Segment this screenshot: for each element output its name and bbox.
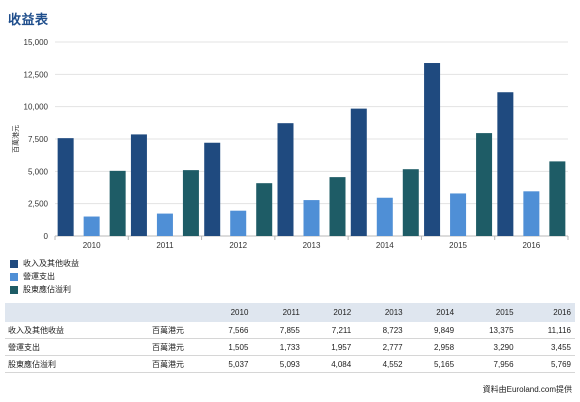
bar xyxy=(523,191,540,236)
bar xyxy=(230,210,247,236)
y-tick-label: 5,000 xyxy=(28,167,49,176)
table-header-cell: 2016 xyxy=(517,303,575,322)
bar xyxy=(109,170,126,236)
y-tick-label: 15,000 xyxy=(24,38,49,47)
table-cell: 4,084 xyxy=(303,355,356,373)
legend-item-opex[interactable]: 營運支出 xyxy=(10,270,79,283)
x-tick-label: 2015 xyxy=(449,241,467,250)
y-tick-label: 2,500 xyxy=(28,200,49,209)
table-header-row: 2010 2011 2012 2013 2014 2015 2016 xyxy=(5,303,575,322)
table-header-cell: 2012 xyxy=(303,303,356,322)
table-row: 營運支出 百萬港元 1,505 1,733 1,957 2,777 2,958 … xyxy=(5,338,575,356)
table-header-cell xyxy=(5,303,148,322)
table-header-cell: 2014 xyxy=(406,303,459,322)
x-tick-label: 2014 xyxy=(376,241,394,250)
bar xyxy=(277,123,294,236)
row-unit: 百萬港元 xyxy=(148,355,201,373)
y-tick-label: 12,500 xyxy=(24,70,49,79)
x-tick-label: 2013 xyxy=(303,241,321,250)
table-header-cell: 2010 xyxy=(201,303,253,322)
table-cell: 9,849 xyxy=(406,322,459,339)
legend-label: 股東應佔溢利 xyxy=(23,285,71,294)
table-cell: 5,037 xyxy=(201,355,253,373)
y-tick-label: 10,000 xyxy=(24,103,49,112)
table-row: 收入及其他收益 百萬港元 7,566 7,855 7,211 8,723 9,8… xyxy=(5,322,575,339)
bar xyxy=(303,200,320,236)
bar xyxy=(204,142,221,236)
legend-label: 營運支出 xyxy=(23,272,55,281)
bar xyxy=(497,92,514,237)
table-cell: 1,957 xyxy=(303,338,356,356)
table-cell: 5,093 xyxy=(252,355,304,373)
x-tick-label: 2011 xyxy=(156,241,174,250)
bar xyxy=(83,216,100,236)
table-cell: 8,723 xyxy=(355,322,407,339)
page-title: 收益表 xyxy=(8,12,49,27)
table-header-cell: 2011 xyxy=(252,303,304,322)
bar xyxy=(350,108,367,236)
table-cell: 7,956 xyxy=(458,355,518,373)
table-cell: 5,769 xyxy=(517,355,575,373)
row-label: 營運支出 xyxy=(5,338,148,356)
table-header-cell: 2013 xyxy=(355,303,407,322)
row-label: 股東應佔溢利 xyxy=(5,355,148,373)
table-cell: 11,116 xyxy=(517,322,575,339)
y-axis-label: 百萬港元 xyxy=(11,125,20,153)
table-cell: 5,165 xyxy=(406,355,459,373)
table-header-cell: 2015 xyxy=(458,303,518,322)
bar-chart: 0 2,500 5,000 7,500 10,000 12,500 15,000 百萬港元 20… xyxy=(11,38,569,250)
bar xyxy=(402,169,419,236)
table-row: 股東應佔溢利 百萬港元 5,037 5,093 4,084 4,552 5,16… xyxy=(5,355,575,373)
source-note: 資料由Euroland.com提供 xyxy=(482,385,572,394)
table-cell: 2,958 xyxy=(406,338,459,356)
row-unit: 百萬港元 xyxy=(148,322,201,339)
x-tick-label: 2016 xyxy=(522,241,540,250)
table-cell: 7,566 xyxy=(201,322,253,339)
bar xyxy=(130,134,147,236)
row-label: 收入及其他收益 xyxy=(5,322,148,339)
bar xyxy=(329,177,346,236)
legend-swatch xyxy=(10,272,18,281)
legend-swatch xyxy=(10,259,18,268)
legend-item-profit[interactable]: 股東應佔溢利 xyxy=(10,283,79,296)
table-cell: 3,290 xyxy=(458,338,518,356)
bar xyxy=(182,170,199,236)
chart-legend: 收入及其他收益 營運支出 股東應佔溢利 xyxy=(10,257,79,296)
legend-swatch xyxy=(10,285,18,294)
bar xyxy=(450,193,467,236)
table-cell: 13,375 xyxy=(458,322,518,339)
x-tick-label: 2010 xyxy=(83,241,101,250)
bar xyxy=(476,133,493,236)
bar xyxy=(156,213,173,236)
bar xyxy=(57,138,74,236)
x-tick-label: 2012 xyxy=(229,241,247,250)
table-cell: 7,855 xyxy=(252,322,304,339)
y-tick-label: 7,500 xyxy=(28,135,49,144)
table-cell: 1,505 xyxy=(201,338,253,356)
bar xyxy=(424,63,441,237)
bar xyxy=(549,161,566,236)
table-cell: 3,455 xyxy=(517,338,575,356)
row-unit: 百萬港元 xyxy=(148,338,201,356)
table-cell: 4,552 xyxy=(355,355,407,373)
bar xyxy=(256,183,273,236)
legend-label: 收入及其他收益 xyxy=(23,259,79,268)
table-cell: 7,211 xyxy=(303,322,356,339)
table-header-cell xyxy=(148,303,201,322)
y-tick-label: 0 xyxy=(44,232,49,241)
data-table: 2010 2011 2012 2013 2014 2015 2016 收入及其他… xyxy=(5,303,575,373)
table-cell: 1,733 xyxy=(252,338,304,356)
legend-item-revenue[interactable]: 收入及其他收益 xyxy=(10,257,79,270)
table-cell: 2,777 xyxy=(355,338,407,356)
bar xyxy=(376,197,393,236)
